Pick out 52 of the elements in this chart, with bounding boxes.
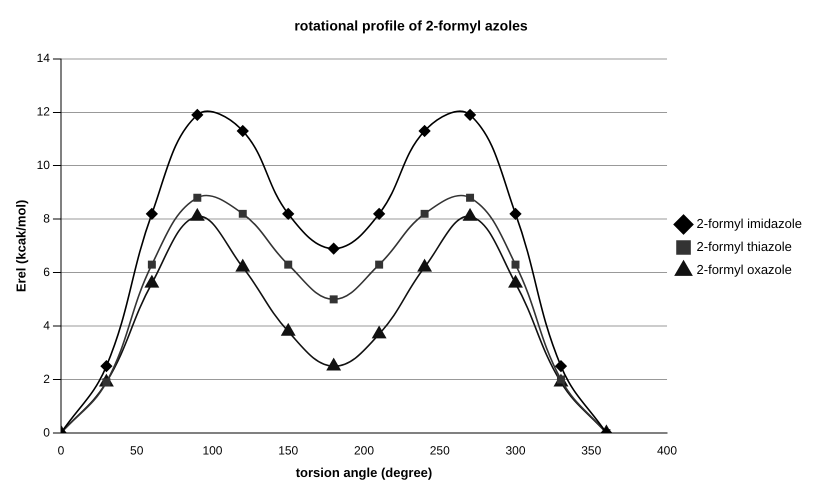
point [330, 295, 338, 304]
x-tick-label: 150 [278, 444, 299, 458]
point [464, 109, 476, 121]
x-tick-label: 100 [202, 444, 223, 458]
point [326, 358, 341, 370]
legend-label: 2-formyl thiazole [696, 239, 792, 254]
legend-label: 2-formyl oxazole [696, 262, 792, 278]
point [148, 260, 156, 269]
point [236, 125, 249, 137]
x-tick-label: 400 [657, 444, 678, 458]
y-tick-label: 6 [43, 264, 50, 279]
y-tick-label: 12 [36, 104, 50, 119]
point [372, 326, 386, 338]
point [512, 260, 520, 269]
point [510, 208, 522, 220]
point [190, 208, 204, 221]
point [463, 208, 477, 221]
x-tick-label: 0 [58, 444, 65, 458]
y-tick-label: 8 [43, 211, 50, 226]
point [145, 276, 159, 288]
point [508, 276, 522, 288]
y-tick-label: 10 [36, 158, 50, 172]
point [555, 360, 567, 372]
point [373, 208, 385, 220]
point [328, 242, 340, 254]
legend-label: 2-formyl imidazole [696, 216, 802, 232]
point [466, 194, 474, 202]
point [418, 259, 432, 272]
y-tick-label: 4 [43, 318, 50, 332]
y-tick-label: 2 [43, 372, 50, 386]
point [238, 210, 247, 218]
y-axis-title: Erel (kcak/mol) [13, 200, 28, 292]
x-tick-label: 50 [130, 444, 144, 458]
x-tick-label: 300 [505, 444, 526, 458]
x-tick-label: 350 [581, 444, 602, 458]
point [375, 260, 384, 269]
point [418, 125, 430, 137]
point [420, 210, 429, 218]
point [236, 259, 250, 272]
point [282, 208, 294, 220]
x-axis-title: torsion angle (degree) [296, 464, 432, 480]
y-tick-label: 0 [43, 425, 50, 440]
point [100, 360, 112, 372]
point [192, 109, 204, 121]
x-tick-label: 200 [354, 444, 374, 458]
point [281, 324, 296, 336]
point [146, 208, 158, 220]
chart-title: rotational profile of 2-formyl azoles [294, 17, 528, 34]
x-tick-label: 250 [430, 444, 450, 458]
point [284, 260, 292, 269]
point [193, 194, 202, 202]
y-tick-label: 14 [36, 51, 50, 66]
